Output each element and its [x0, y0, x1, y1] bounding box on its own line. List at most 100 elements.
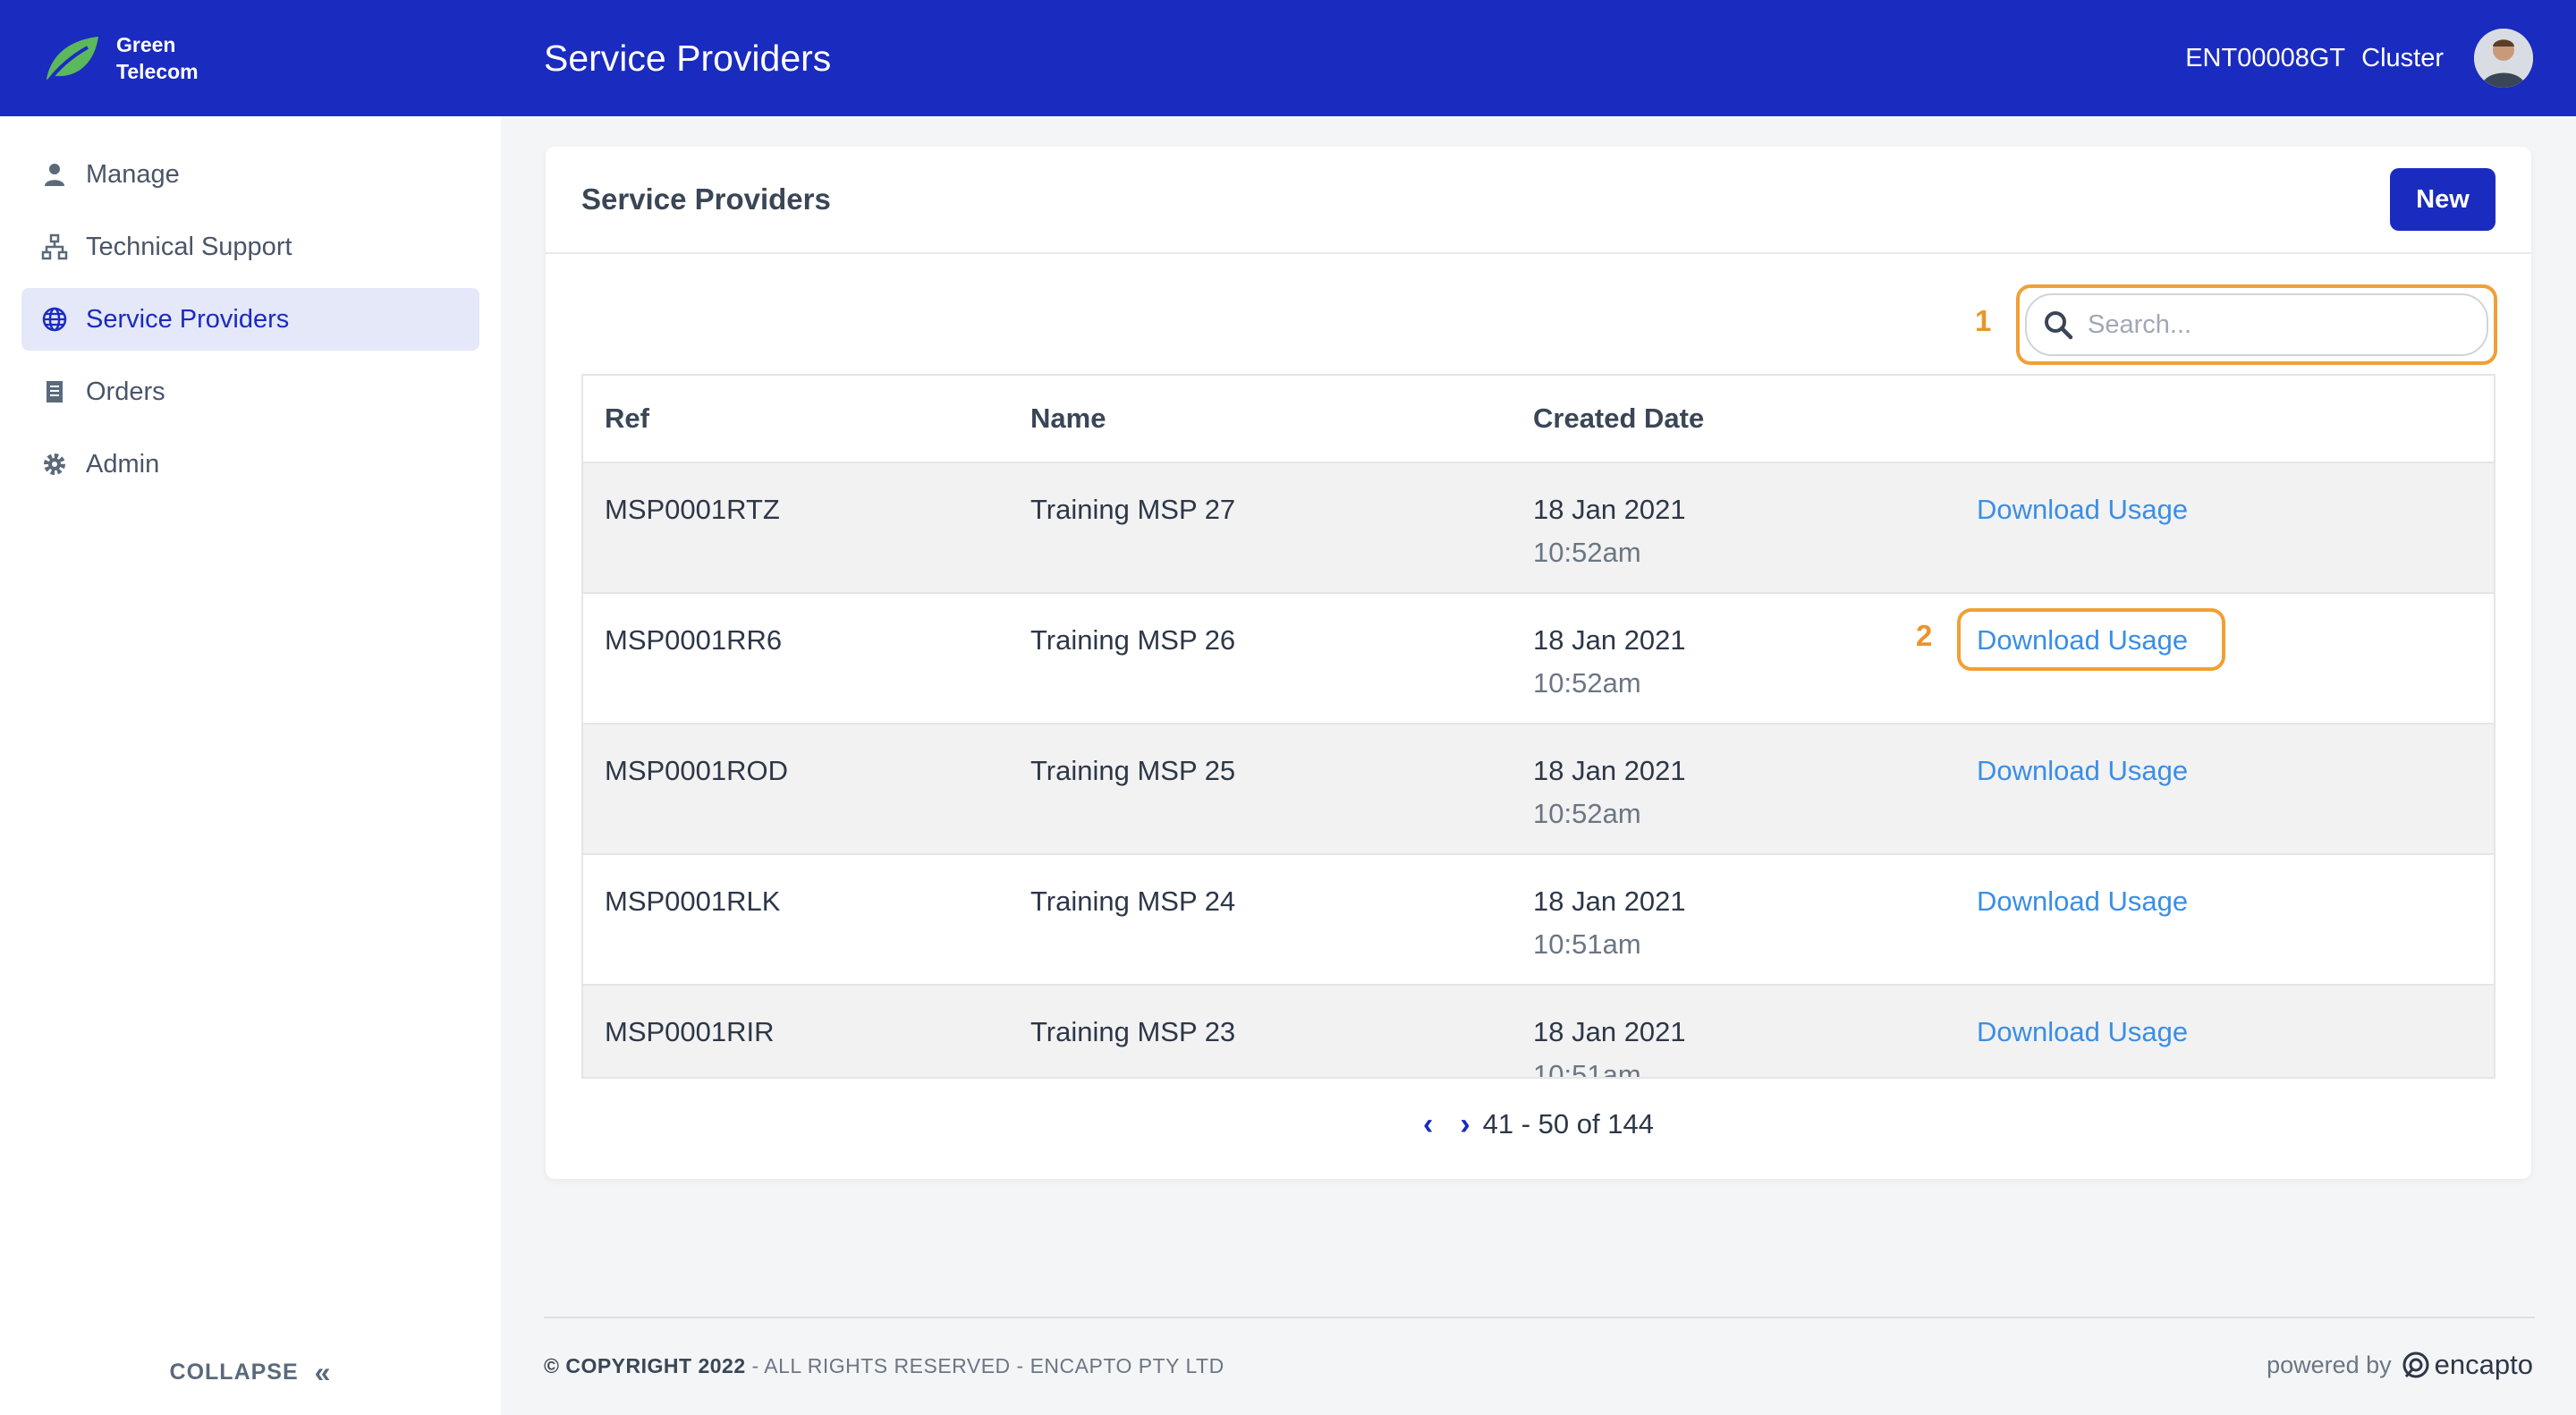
rights-text: - ALL RIGHTS RESERVED - ENCAPTO PTY LTD — [745, 1354, 1224, 1377]
avatar[interactable] — [2474, 29, 2533, 88]
column-header-name[interactable]: Name — [1030, 402, 1106, 434]
cell-date: 18 Jan 2021 — [1533, 755, 1686, 786]
sidebar-nav: Manage Technical Support Service Provide… — [0, 116, 501, 496]
sitemap-icon — [41, 233, 68, 260]
next-page-icon[interactable]: › — [1460, 1106, 1470, 1141]
download-highlight — [1957, 608, 2225, 671]
download-usage-link[interactable]: Download Usage — [1977, 885, 2189, 917]
cell-date: 18 Jan 2021 — [1533, 1016, 1686, 1047]
globe-icon — [41, 306, 68, 333]
vendor-logo: encapto — [2401, 1349, 2533, 1381]
cell-created-date: 18 Jan 2021 10:51am — [1533, 1016, 1977, 1079]
column-header-ref[interactable]: Ref — [605, 402, 649, 434]
sidebar-item-orders[interactable]: Orders — [21, 360, 479, 423]
download-usage-link[interactable]: Download Usage — [1977, 494, 2189, 525]
service-providers-card: Service Providers New 1 Ref Name Created… — [546, 147, 2531, 1179]
cell-name: Training MSP 25 — [1030, 755, 1236, 786]
download-usage-link[interactable]: Download Usage — [1977, 755, 2189, 786]
cell-actions: Download Usage — [1977, 885, 2494, 918]
cell-ref: MSP0001RLK — [605, 885, 781, 917]
leaf-logo-icon — [47, 37, 98, 83]
search-icon — [2045, 311, 2073, 340]
page-title: Service Providers — [544, 37, 832, 79]
footer-divider — [544, 1317, 2535, 1318]
cell-actions: Download Usage — [1977, 1016, 2494, 1048]
cell-created-date: 18 Jan 2021 10:52am — [1533, 755, 1977, 830]
providers-table: Ref Name Created Date MSP0001RTZ Trainin… — [581, 374, 2496, 1079]
vendor-name: encapto — [2434, 1349, 2533, 1380]
sidebar: Green Telecom Manage Technical Support S… — [0, 0, 501, 1415]
cell-created-date: 18 Jan 2021 10:52am — [1533, 494, 1977, 569]
cell-date: 18 Jan 2021 — [1533, 494, 1686, 525]
cell-created-date: 18 Jan 2021 10:51am — [1533, 885, 1977, 961]
cell-ref: MSP0001RIR — [605, 1016, 775, 1047]
cell-created-date: 18 Jan 2021 10:52am — [1533, 624, 1977, 699]
cell-name: Training MSP 23 — [1030, 1016, 1236, 1047]
cell-name: Training MSP 27 — [1030, 494, 1236, 525]
cell-name: Training MSP 26 — [1030, 624, 1236, 656]
new-button[interactable]: New — [2390, 168, 2496, 231]
account-name: Cluster — [2361, 43, 2444, 72]
footer-copyright: © COPYRIGHT 2022 - ALL RIGHTS RESERVED -… — [544, 1354, 1224, 1378]
cell-name: Training MSP 24 — [1030, 885, 1236, 917]
pagination: ‹ › 41 - 50 of 144 — [546, 1093, 2531, 1156]
powered-by-label: powered by — [2267, 1351, 2392, 1378]
cell-actions: 2 Download Usage — [1916, 608, 2494, 671]
encapto-logo-icon — [2402, 1351, 2429, 1378]
cell-time: 10:52am — [1533, 537, 1641, 568]
annotation-marker-1: 1 — [1975, 304, 1992, 337]
prev-page-icon[interactable]: ‹ — [1423, 1106, 1434, 1141]
table-row: MSP0001ROD Training MSP 25 18 Jan 2021 1… — [583, 724, 2494, 855]
sidebar-item-service-providers[interactable]: Service Providers — [21, 288, 479, 351]
collapse-label: COLLAPSE — [169, 1359, 299, 1385]
gear-icon — [41, 451, 68, 478]
copyright-text: © COPYRIGHT 2022 — [544, 1354, 746, 1377]
sidebar-item-label: Manage — [86, 159, 180, 189]
download-usage-link[interactable]: Download Usage — [1977, 1016, 2189, 1047]
table-body: MSP0001RTZ Training MSP 27 18 Jan 2021 1… — [583, 463, 2494, 1079]
card-title: Service Providers — [581, 182, 831, 216]
cell-date: 18 Jan 2021 — [1533, 885, 1686, 917]
collapse-button[interactable]: COLLAPSE « — [0, 1345, 501, 1399]
sidebar-item-label: Admin — [86, 449, 160, 479]
cell-ref: MSP0001ROD — [605, 755, 789, 786]
table-header: Ref Name Created Date — [583, 376, 2494, 463]
cell-time: 10:51am — [1533, 1059, 1641, 1079]
pagination-range: 41 - 50 of 144 — [1482, 1108, 1654, 1140]
cell-ref: MSP0001RTZ — [605, 494, 780, 525]
search-highlight — [2016, 284, 2497, 365]
cell-actions: Download Usage — [1977, 494, 2494, 526]
search-box[interactable] — [2025, 293, 2488, 356]
cell-ref: MSP0001RR6 — [605, 624, 783, 656]
account-id: ENT00008GT — [2185, 43, 2346, 72]
column-header-created-date[interactable]: Created Date — [1533, 402, 1705, 434]
cell-time: 10:52am — [1533, 667, 1641, 699]
table-row: MSP0001RR6 Training MSP 26 18 Jan 2021 1… — [583, 594, 2494, 724]
search-input[interactable] — [2088, 309, 2445, 340]
card-header: Service Providers New — [546, 147, 2531, 254]
cell-actions: Download Usage — [1977, 755, 2494, 787]
top-header: Service Providers ENT00008GT Cluster — [501, 0, 2576, 116]
table-row: MSP0001RIR Training MSP 23 18 Jan 2021 1… — [583, 986, 2494, 1079]
cell-date: 18 Jan 2021 — [1533, 624, 1686, 656]
sidebar-item-label: Orders — [86, 377, 165, 406]
sidebar-item-admin[interactable]: Admin — [21, 433, 479, 496]
user-icon — [41, 161, 68, 188]
brand-line-1: Green — [116, 33, 176, 56]
double-chevron-left-icon: « — [314, 1355, 332, 1388]
sidebar-item-manage[interactable]: Manage — [21, 143, 479, 206]
cell-time: 10:51am — [1533, 928, 1641, 960]
download-usage-link[interactable]: Download Usage — [1977, 624, 2189, 656]
sidebar-item-label: Service Providers — [86, 304, 290, 334]
brand-name[interactable]: Green Telecom — [116, 31, 199, 85]
cell-time: 10:52am — [1533, 798, 1641, 829]
annotation-marker-2: 2 — [1916, 619, 1933, 652]
powered-by[interactable]: powered by encapto — [2267, 1349, 2533, 1381]
account-menu[interactable]: ENT00008GT Cluster — [2185, 29, 2533, 88]
brand-line-2: Telecom — [116, 60, 199, 83]
sidebar-item-technical-support[interactable]: Technical Support — [21, 216, 479, 278]
sidebar-item-label: Technical Support — [86, 232, 292, 261]
table-row: MSP0001RTZ Training MSP 27 18 Jan 2021 1… — [583, 463, 2494, 594]
table-row: MSP0001RLK Training MSP 24 18 Jan 2021 1… — [583, 855, 2494, 986]
brand-header: Green Telecom — [0, 0, 501, 116]
